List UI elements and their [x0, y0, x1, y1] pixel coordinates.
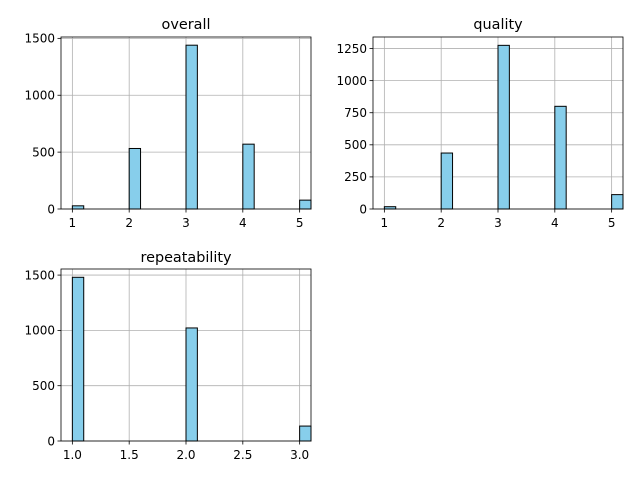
quality-y-tick-label: 0	[359, 202, 367, 216]
quality-y-tick-label: 1250	[336, 42, 367, 56]
overall-bar-3	[185, 44, 198, 210]
quality-y-tick-label: 500	[344, 138, 367, 152]
quality-bar-4	[554, 105, 567, 210]
repeatability-y-tick-label: 0	[47, 434, 55, 448]
overall-x-tick-label: 2	[125, 216, 133, 230]
quality-y-tick-label: 1000	[336, 74, 367, 88]
quality-bar-2	[440, 152, 454, 210]
repeatability-x-tick-label: 3.0	[290, 448, 309, 462]
quality-x-tick-label: 4	[551, 216, 559, 230]
overall-bar-5	[299, 199, 312, 210]
overall-chart-title: overall	[162, 17, 211, 33]
overall-bar-4	[242, 143, 255, 210]
overall-y-tick-label: 1000	[24, 89, 55, 103]
quality-y-tick-label: 750	[344, 106, 367, 120]
repeatability-bar-3	[299, 425, 312, 442]
overall-bar-2	[128, 147, 142, 210]
repeatability-x-tick-label: 2.5	[233, 448, 252, 462]
overall-x-tick-label: 5	[296, 216, 304, 230]
repeatability-y-tick-label: 1500	[24, 268, 55, 282]
overall-histogram-panel: overall 1 2 3 4 5 0 500 1000 1500	[24, 17, 312, 230]
overall-bar-1	[71, 205, 85, 210]
overall-y-tick-label: 500	[32, 145, 55, 159]
repeatability-chart-title: repeatability	[140, 250, 231, 266]
overall-x-tick-label: 1	[69, 216, 77, 230]
overall-x-tick-label: 4	[239, 216, 247, 230]
overall-y-tick-label: 0	[47, 202, 55, 216]
quality-y-tick-label: 250	[344, 170, 367, 184]
repeatability-histogram-panel: repeatability 1.0 1.5 2.0 2.5 3.0 0 500 1000 150…	[24, 250, 312, 462]
repeatability-y-tick-label: 1000	[24, 324, 55, 338]
quality-histogram-panel: quality 1 2 3 4 5 0 250 500 750 1000 1250	[336, 17, 624, 230]
overall-y-tick-label: 1500	[24, 32, 55, 46]
repeatability-x-tick-label: 1.5	[120, 448, 139, 462]
quality-x-tick-label: 2	[437, 216, 445, 230]
repeatability-y-tick-label: 500	[32, 379, 55, 393]
overall-x-tick-label: 3	[182, 216, 190, 230]
repeatability-x-tick-label: 2.0	[176, 448, 195, 462]
repeatability-x-tick-label: 1.0	[63, 448, 82, 462]
quality-bar-5	[611, 194, 624, 210]
quality-x-tick-label: 3	[494, 216, 502, 230]
repeatability-bar-2	[185, 327, 198, 442]
repeatability-bar-1	[71, 276, 85, 442]
quality-x-tick-label: 1	[381, 216, 389, 230]
quality-chart-title: quality	[473, 17, 523, 33]
quality-bar-3	[497, 44, 510, 210]
quality-x-tick-label: 5	[608, 216, 616, 230]
